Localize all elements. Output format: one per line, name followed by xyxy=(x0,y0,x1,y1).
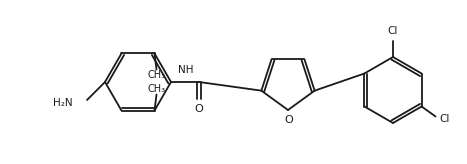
Text: CH₃: CH₃ xyxy=(148,70,166,80)
Text: Cl: Cl xyxy=(388,26,398,36)
Text: Cl: Cl xyxy=(439,114,450,124)
Text: H₂N: H₂N xyxy=(53,98,73,108)
Text: O: O xyxy=(195,104,203,114)
Text: O: O xyxy=(284,115,293,125)
Text: CH₃: CH₃ xyxy=(148,84,166,94)
Text: NH: NH xyxy=(178,65,194,75)
